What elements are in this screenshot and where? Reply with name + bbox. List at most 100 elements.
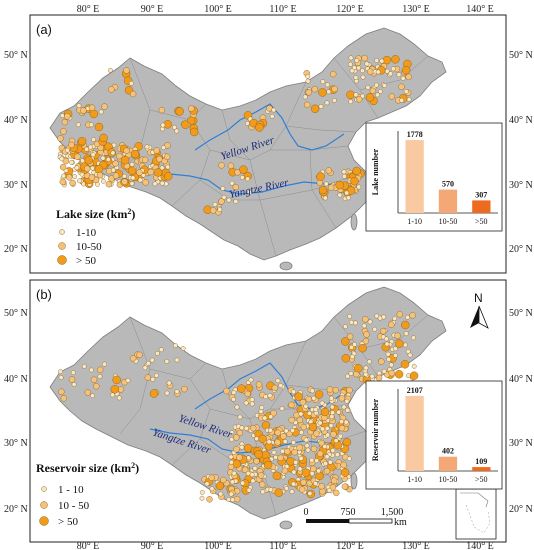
bar-category-label: >50	[475, 475, 488, 484]
map-point-medium	[208, 474, 215, 482]
legend-small-label: 1 - 10	[58, 484, 84, 496]
map-point-small	[372, 326, 378, 332]
map-point-small	[164, 359, 170, 364]
south-china-sea-inset	[455, 488, 497, 540]
lat-label-40-right: 40° N	[509, 115, 533, 126]
legend-large-label: > 50	[76, 255, 96, 267]
map-point-large	[316, 172, 325, 181]
lat-label-20-right: 20° N	[509, 504, 533, 515]
map-point-small	[231, 390, 237, 396]
map-point-small	[88, 144, 94, 150]
map-point-small	[266, 439, 272, 445]
map-point-small	[305, 447, 311, 453]
map-point-small	[267, 393, 273, 399]
map-point-small	[379, 58, 385, 64]
map-point-small	[329, 404, 335, 410]
map-point-small	[334, 452, 340, 458]
map-point-medium	[299, 399, 307, 406]
map-point-medium	[90, 376, 98, 384]
map-point-small	[174, 128, 180, 134]
map-point-small	[164, 390, 170, 396]
map-point-small	[326, 487, 332, 493]
lon-label-120: 120° E	[336, 4, 364, 15]
yangtze-river-line	[149, 428, 347, 454]
map-point-small	[345, 373, 350, 379]
map-point-small	[392, 316, 398, 321]
bar-chart-plot: Lake number 1778 1-10 570 10-50 307 >50	[371, 130, 498, 226]
lat-label-40-left: 40° N	[4, 115, 28, 126]
map-point-small	[354, 58, 360, 63]
map-point-small	[298, 411, 304, 417]
map-point-large	[120, 155, 130, 165]
scale-label-1500: 1,500	[381, 507, 404, 518]
map-point-small	[230, 497, 236, 503]
map-point-medium	[65, 174, 73, 181]
map-point-small	[59, 156, 65, 162]
bar-10-50	[438, 189, 458, 213]
lat-label-50-left: 50° N	[4, 308, 28, 319]
map-point-large	[77, 136, 87, 146]
map-point-large	[318, 88, 327, 97]
lon-label-130: 130° E	[402, 4, 430, 15]
bar-y-axis-title: Lake number	[371, 148, 380, 195]
map-point-medium	[232, 183, 240, 191]
map-point-medium	[280, 433, 287, 440]
latitude-labels: 50° N 40° N 30° N 20° N 50° N 40° N 30° …	[4, 50, 533, 255]
map-point-medium	[68, 376, 76, 383]
map-point-small	[314, 458, 320, 464]
map-point-large	[341, 337, 350, 346]
map-point-medium	[291, 448, 298, 456]
reservoir-map-svg: 80° E 90° E 100° E 110° E 120° E 130° E …	[4, 279, 533, 550]
map-point-medium	[80, 107, 87, 114]
scale-unit: km	[394, 517, 407, 528]
map-point-large	[274, 488, 283, 497]
map-point-medium	[341, 483, 349, 490]
map-point-small	[361, 323, 367, 329]
map-point-small	[298, 429, 304, 435]
map-point-medium	[244, 390, 251, 398]
map-point-small	[347, 61, 353, 67]
map-point-small	[283, 428, 289, 434]
map-point-large	[181, 120, 190, 129]
map-point-small	[328, 395, 334, 401]
map-point-small	[122, 173, 127, 179]
map-point-medium	[112, 172, 120, 179]
china-landmass	[49, 27, 447, 261]
map-point-large	[409, 371, 419, 380]
map-point-medium	[330, 431, 337, 438]
map-point-large	[365, 93, 375, 102]
map-point-large	[99, 133, 108, 143]
map-point-medium	[323, 467, 331, 475]
latitude-labels: 50° N 40° N 30° N 20° N 50° N 40° N 30° …	[4, 308, 533, 515]
map-point-small	[88, 122, 94, 128]
map-point-medium	[326, 386, 334, 393]
yangtze-river-line	[149, 169, 347, 195]
map-point-medium	[327, 184, 335, 191]
map-point-medium	[64, 113, 71, 120]
map-point-medium	[233, 434, 240, 441]
map-point-medium	[396, 311, 403, 318]
map-point-small	[366, 359, 372, 365]
china-map-group	[49, 286, 447, 530]
map-point-small	[341, 169, 347, 175]
map-point-small	[239, 175, 245, 180]
map-point-small	[406, 97, 412, 102]
map-point-medium	[277, 454, 284, 462]
map-point-small	[108, 67, 113, 73]
map-point-small	[267, 427, 273, 433]
legend-large-marker	[39, 516, 49, 526]
map-point-small	[330, 410, 335, 416]
map-point-medium	[142, 179, 149, 186]
map-point-small	[381, 368, 387, 374]
map-point-medium	[346, 386, 353, 394]
map-point-small	[330, 448, 336, 453]
map-point-small	[243, 400, 249, 406]
bar-chart-frame	[365, 380, 503, 490]
map-point-small	[291, 439, 296, 445]
map-point-large	[301, 468, 311, 477]
map-point-medium	[369, 87, 377, 95]
map-point-small	[172, 343, 178, 349]
map-point-small	[291, 469, 297, 475]
map-point-small	[105, 156, 111, 162]
map-point-small	[254, 436, 260, 442]
